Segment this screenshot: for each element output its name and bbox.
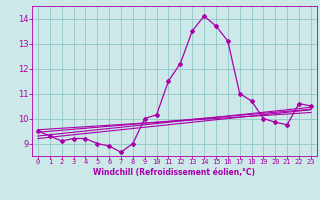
X-axis label: Windchill (Refroidissement éolien,°C): Windchill (Refroidissement éolien,°C) <box>93 168 255 177</box>
